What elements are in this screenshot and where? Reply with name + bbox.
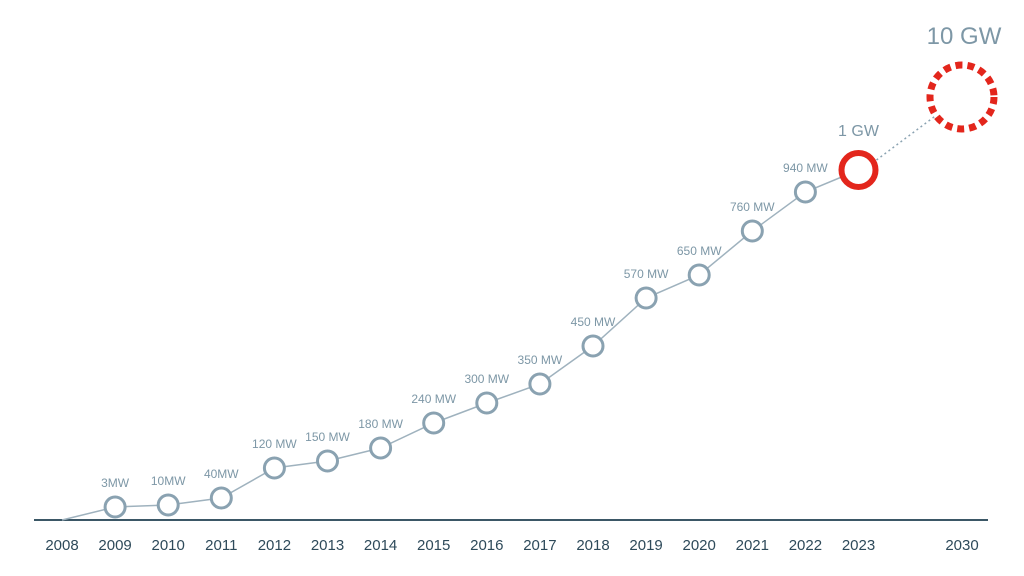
marker-2017	[528, 372, 552, 396]
data-label-2020: 650 MW	[677, 244, 722, 258]
data-label-2018: 450 MW	[571, 315, 616, 329]
marker-2030	[926, 61, 998, 133]
x-tick-label-2012: 2012	[258, 537, 291, 554]
x-tick-label-2017: 2017	[523, 537, 556, 554]
series-line	[61, 169, 859, 521]
marker-2020	[687, 263, 711, 287]
data-label-2014: 180 MW	[358, 417, 403, 431]
marker-2022	[793, 180, 817, 204]
marker-2023	[838, 150, 879, 190]
data-label-2016: 300 MW	[464, 372, 509, 386]
data-label-2009: 3MW	[101, 476, 130, 490]
x-tick-label-2009: 2009	[98, 537, 131, 554]
markers-group	[103, 61, 998, 519]
marker-2015	[422, 411, 446, 435]
marker-2013	[316, 449, 339, 473]
projection-line	[876, 110, 943, 161]
marker-2021	[740, 219, 764, 243]
data-label-2030: 10 GW	[927, 23, 1002, 50]
data-label-2017: 350 MW	[518, 353, 563, 367]
x-tick-label-2016: 2016	[470, 537, 503, 554]
data-label-2010: 10MW	[151, 474, 186, 488]
data-label-2019: 570 MW	[624, 267, 669, 281]
data-label-2023: 1 GW	[838, 123, 880, 140]
x-tick-label-2030: 2030	[945, 537, 978, 554]
x-tick-label-2010: 2010	[152, 537, 185, 554]
data-label-2021: 760 MW	[730, 200, 775, 214]
x-tick-label-2019: 2019	[629, 537, 662, 554]
x-tick-label-2008: 2008	[45, 537, 78, 554]
x-tick-label-2015: 2015	[417, 537, 450, 554]
x-tick-label-2022: 2022	[789, 537, 822, 554]
x-tick-label-2020: 2020	[683, 537, 716, 554]
data-labels-group: 3MW 10MW 40MW 120 MW 150 MW 180 MW 240 MW 300 M…	[101, 23, 1002, 490]
data-label-2012: 120 MW	[252, 437, 297, 451]
marker-2010	[156, 493, 180, 517]
x-tick-label-2023: 2023	[842, 537, 875, 554]
marker-2018	[581, 334, 605, 358]
data-label-2022: 940 MW	[783, 161, 828, 175]
marker-2014	[369, 436, 393, 460]
marker-2012	[262, 456, 286, 480]
marker-2016	[475, 391, 499, 415]
x-tick-label-2011: 2011	[205, 537, 237, 554]
x-tick-label-2018: 2018	[576, 537, 609, 554]
data-label-2011: 40MW	[204, 467, 239, 481]
x-tick-label-2014: 2014	[364, 537, 397, 554]
marker-2009	[103, 495, 127, 519]
series-line-group	[61, 110, 943, 521]
x-tick-labels-group: 2008 2009 2010 2011 2012 2013 2014 2015 2016 2017…	[45, 537, 978, 554]
x-tick-label-2021: 2021	[736, 537, 769, 554]
marker-2019	[634, 286, 658, 310]
marker-2011	[209, 486, 233, 510]
data-label-2013: 150 MW	[305, 430, 350, 444]
data-label-2015: 240 MW	[411, 392, 456, 406]
x-tick-label-2013: 2013	[311, 537, 344, 554]
